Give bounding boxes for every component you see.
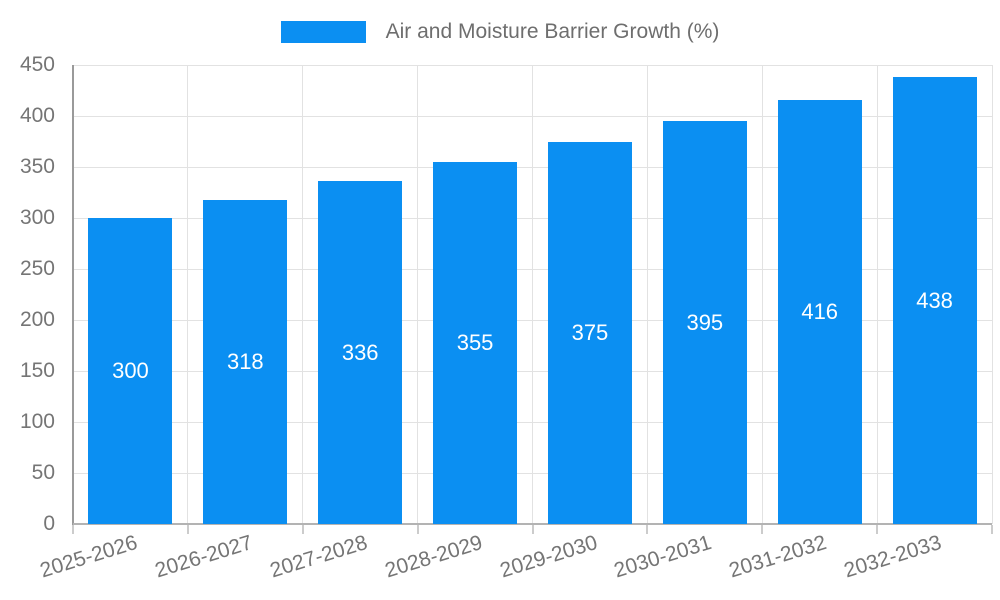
x-tick	[301, 525, 304, 534]
bar-value-label: 355	[456, 329, 494, 355]
bar[interactable]	[777, 99, 862, 524]
y-axis-line	[72, 65, 74, 534]
bar-value-label: 438	[916, 287, 953, 313]
x-tick-label: 2032-2033	[841, 531, 945, 583]
y-tick-label: 50	[31, 461, 55, 484]
x-tick	[876, 525, 879, 534]
y-tick-label: 0	[43, 512, 55, 535]
x-gridline	[187, 65, 189, 524]
x-gridline	[532, 65, 533, 524]
x-tick	[646, 525, 649, 534]
y-tick-label: 100	[19, 410, 55, 433]
bar[interactable]	[892, 77, 977, 524]
x-tick	[416, 525, 419, 534]
bar[interactable]	[662, 121, 747, 524]
x-tick	[186, 525, 189, 534]
x-tick-label: 2031-2032	[726, 531, 830, 583]
x-tick	[531, 525, 534, 534]
legend[interactable]: Air and Moisture Barrier Growth (%)	[0, 20, 1000, 44]
x-tick-label: 2029-2030	[496, 531, 600, 583]
x-tick	[761, 525, 764, 534]
legend-label: Air and Moisture Barrier Growth (%)	[385, 20, 720, 43]
x-tick-label: 2027-2028	[267, 531, 370, 583]
bar-value-label: 395	[686, 309, 724, 335]
bar-value-label: 416	[801, 298, 839, 324]
x-tick-label: 2028-2029	[382, 531, 485, 583]
bar[interactable]	[547, 141, 632, 524]
y-tick-label: 400	[19, 104, 55, 127]
bar[interactable]	[88, 218, 173, 524]
x-tick	[72, 525, 74, 534]
bar[interactable]	[318, 181, 403, 524]
y-tick-label: 250	[19, 257, 55, 280]
x-gridline	[646, 65, 648, 524]
legend-swatch	[280, 21, 366, 43]
x-tick-label: 2030-2031	[611, 531, 715, 583]
x-gridline	[417, 65, 419, 524]
y-tick-label: 150	[19, 359, 55, 382]
bar[interactable]	[203, 199, 288, 524]
y-tick-label: 300	[19, 206, 55, 229]
y-tick-label: 450	[19, 53, 55, 76]
bar[interactable]	[433, 161, 518, 524]
x-axis-baseline	[73, 523, 992, 525]
x-tick-label: 2025-2026	[37, 531, 141, 583]
x-gridline	[876, 65, 878, 524]
bar-value-label: 336	[341, 339, 379, 365]
bar-value-label: 375	[571, 319, 609, 345]
x-tick	[991, 525, 993, 534]
x-gridline	[991, 65, 993, 524]
y-tick-label: 200	[19, 308, 55, 331]
x-gridline	[302, 65, 304, 524]
x-gridline	[761, 65, 763, 524]
y-tick-label: 350	[19, 155, 55, 178]
x-tick-label: 2026-2027	[152, 531, 256, 583]
bar-value-label: 318	[226, 348, 264, 374]
bar-value-label: 300	[112, 358, 149, 383]
